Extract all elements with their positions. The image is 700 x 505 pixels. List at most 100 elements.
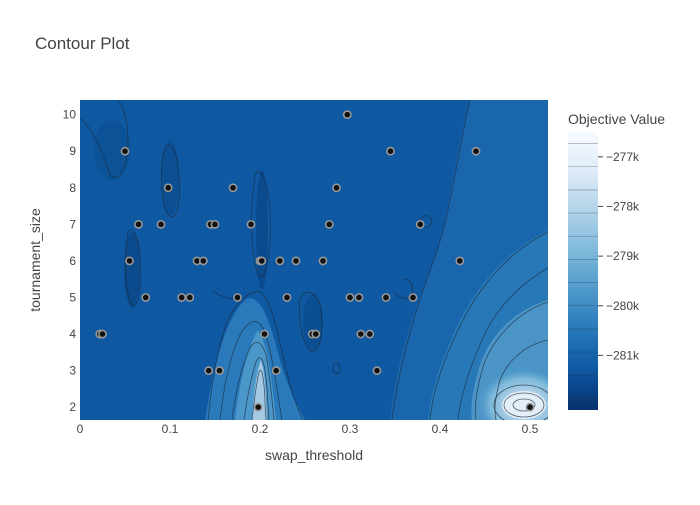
data-point-marker [120,146,130,156]
data-point-marker [408,293,418,302]
data-point [386,146,395,156]
data-point-marker [282,293,292,302]
data-point [134,219,143,229]
y-tick-label: 4 [69,327,76,341]
data-point-marker [141,293,151,302]
y-tick-label: 6 [69,254,76,268]
data-point [204,366,214,376]
data-point-marker [125,256,134,266]
data-point-marker [177,293,187,302]
data-point [408,293,418,302]
data-point-marker [163,183,173,193]
y-tick-label: 2 [69,400,76,414]
data-point [141,293,151,302]
data-point-marker [257,256,267,266]
y-axis-title: tournament_size [27,208,43,312]
data-point-marker [246,219,256,229]
colorbar-tick-label: −277k [606,150,640,164]
x-tick-label: 0 [77,422,84,436]
x-tick-label: 0.4 [432,422,449,436]
data-point [156,219,166,229]
data-point [365,329,375,339]
colorbar-tick-label: −280k [606,299,640,313]
data-point [271,366,281,376]
contour-line [429,231,548,420]
contour-line [332,362,341,374]
data-point-marker [204,366,214,376]
chart-title: Contour Plot [35,34,130,53]
contour-line [457,267,548,420]
x-tick-label: 0.5 [522,422,539,436]
colorbar-tick-label: −279k [606,249,640,263]
contour-line [251,369,267,420]
data-point [455,256,465,266]
data-point [291,256,301,266]
data-point-marker [275,256,285,266]
data-point [471,146,481,156]
contour-band [502,391,546,419]
data-point-marker [198,256,208,266]
y-tick-label: 5 [69,290,76,304]
y-tick-label: 8 [69,181,76,195]
data-point [233,293,242,302]
x-tick-label: 0.3 [342,422,359,436]
data-point [257,256,267,266]
data-point-marker [525,402,535,412]
data-point-marker [345,293,355,302]
data-point [215,366,224,376]
x-tick-label: 0.1 [162,422,179,436]
data-point [282,293,292,302]
contour-band [256,170,268,290]
contour-line [512,398,536,412]
contour-line [124,229,142,306]
contour-line [503,392,545,418]
contour-line [231,342,275,420]
data-point-marker [271,366,281,376]
data-point-marker [415,219,425,229]
data-point-marker [210,219,220,229]
data-point-marker [381,293,391,302]
data-point [345,293,355,302]
data-point-marker [185,293,195,302]
data-point-marker [98,329,107,339]
data-point [185,293,195,302]
contour-band [94,120,130,180]
data-point-marker [356,329,366,339]
data-point [275,256,285,266]
contour-line [391,100,471,420]
data-point-marker [228,183,238,193]
data-point [198,256,208,266]
data-point [354,293,364,302]
data-point-marker [342,110,352,120]
colorbar-tick-label: −278k [606,199,640,213]
data-point-marker [134,219,143,229]
contour-line [160,144,180,218]
x-axis: 0 0.1 0.2 0.3 0.4 0.5 [77,422,539,436]
data-point-marker [372,366,382,376]
data-point-marker [471,146,481,156]
y-tick-label: 7 [69,217,76,231]
data-point-marker [324,219,334,229]
data-point [381,293,391,302]
colorbar-gradient [568,132,598,410]
data-point-marker [253,402,263,412]
contour-line [474,301,548,420]
data-point-marker [215,366,224,376]
contour-band [124,232,140,308]
data-point [253,402,263,412]
data-point-marker [260,329,269,339]
data-point [210,219,220,229]
data-point [120,146,130,156]
data-point-marker [354,293,364,302]
data-point-marker [332,183,341,193]
data-point-marker [291,256,301,266]
y-axis: 2 3 4 5 6 7 8 9 10 [63,108,77,415]
colorbar-tick-label: −281k [606,348,640,362]
y-tick-label: 9 [69,144,76,158]
data-point [324,219,334,229]
data-point-marker [233,293,242,302]
data-point [311,329,321,339]
colorbar-ticks: −277k −278k −279k −280k −281k [568,143,640,399]
